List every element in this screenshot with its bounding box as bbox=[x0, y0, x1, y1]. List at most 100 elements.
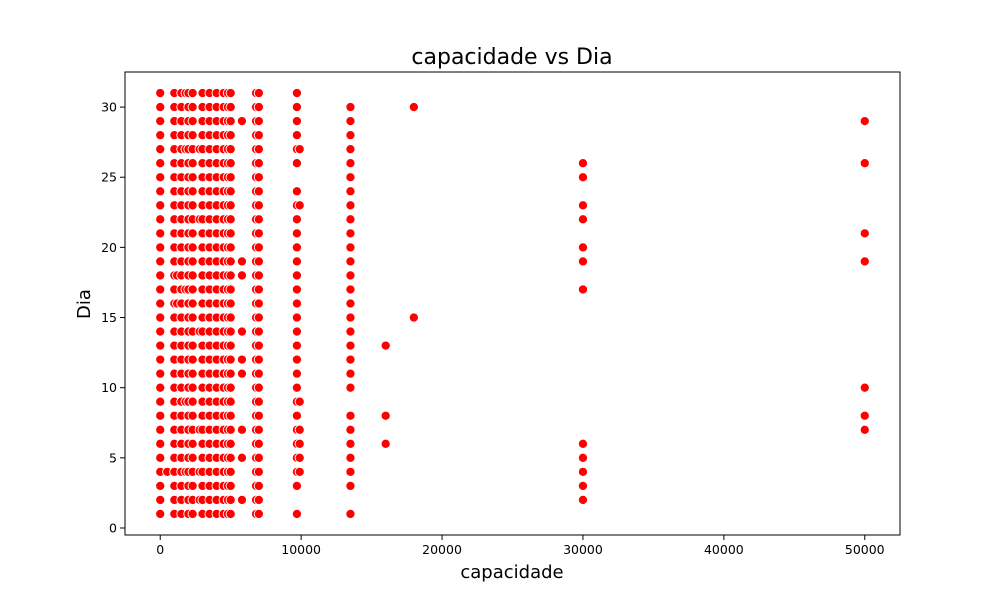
data-point bbox=[345, 480, 356, 491]
data-point bbox=[155, 424, 166, 435]
data-point bbox=[236, 116, 248, 127]
data-point bbox=[155, 312, 166, 323]
data-point bbox=[253, 102, 264, 113]
data-point bbox=[155, 438, 166, 449]
data-point bbox=[155, 172, 166, 183]
data-point bbox=[155, 452, 166, 463]
data-point bbox=[236, 424, 248, 435]
data-point bbox=[291, 312, 302, 323]
data-point bbox=[155, 508, 166, 520]
data-point bbox=[291, 326, 302, 337]
data-point bbox=[345, 466, 356, 477]
data-point bbox=[380, 438, 391, 449]
data-point bbox=[345, 312, 356, 323]
data-point bbox=[345, 214, 356, 225]
x-tick-label: 50000 bbox=[845, 542, 885, 557]
data-point bbox=[291, 298, 302, 309]
data-point bbox=[187, 452, 198, 463]
data-point bbox=[253, 256, 264, 267]
data-point bbox=[345, 326, 356, 337]
data-point bbox=[225, 214, 236, 225]
data-point bbox=[345, 144, 356, 155]
data-point bbox=[155, 242, 166, 253]
data-point bbox=[155, 340, 166, 351]
data-point bbox=[294, 396, 305, 407]
data-point bbox=[253, 228, 264, 239]
data-point bbox=[187, 228, 198, 239]
data-point bbox=[577, 172, 589, 183]
data-point bbox=[291, 102, 302, 113]
data-point bbox=[408, 102, 419, 113]
data-point bbox=[253, 508, 264, 520]
data-point bbox=[225, 424, 236, 435]
data-point bbox=[187, 382, 198, 393]
data-point bbox=[225, 480, 236, 491]
plot-area-frame bbox=[124, 71, 901, 536]
data-point bbox=[225, 410, 236, 421]
data-point bbox=[859, 382, 870, 393]
data-point bbox=[345, 452, 356, 463]
data-point bbox=[253, 480, 264, 491]
data-point bbox=[225, 382, 236, 393]
data-point bbox=[294, 200, 305, 211]
y-tick-label: 25 bbox=[101, 170, 117, 185]
data-point bbox=[253, 144, 264, 155]
data-point bbox=[187, 396, 198, 407]
data-point bbox=[253, 326, 264, 337]
data-point bbox=[253, 270, 264, 281]
data-point bbox=[187, 298, 198, 309]
data-point bbox=[187, 438, 198, 449]
x-tick-label: 10000 bbox=[281, 542, 321, 557]
data-point bbox=[577, 214, 589, 225]
x-tick-label: 20000 bbox=[422, 542, 462, 557]
data-point bbox=[345, 116, 356, 127]
data-point bbox=[577, 480, 589, 491]
data-point bbox=[187, 186, 198, 197]
data-point bbox=[345, 438, 356, 449]
data-point bbox=[345, 298, 356, 309]
y-tick-label: 0 bbox=[109, 520, 117, 535]
data-point bbox=[253, 186, 264, 197]
data-point bbox=[187, 158, 198, 169]
data-point bbox=[155, 200, 166, 211]
data-point bbox=[577, 284, 589, 295]
data-point bbox=[253, 172, 264, 183]
data-point bbox=[345, 368, 356, 379]
data-point bbox=[225, 130, 236, 141]
data-point bbox=[155, 102, 166, 113]
data-point bbox=[253, 116, 264, 127]
data-point bbox=[225, 284, 236, 295]
data-point bbox=[225, 312, 236, 323]
data-point bbox=[225, 186, 236, 197]
data-point bbox=[187, 354, 198, 365]
data-point bbox=[253, 87, 264, 99]
data-point bbox=[345, 256, 356, 267]
data-point bbox=[380, 410, 391, 421]
data-point bbox=[345, 508, 356, 520]
data-point bbox=[253, 130, 264, 141]
data-point bbox=[577, 466, 589, 477]
data-point bbox=[294, 424, 305, 435]
data-point bbox=[253, 452, 264, 463]
data-point bbox=[236, 368, 248, 379]
data-point bbox=[187, 256, 198, 267]
data-point bbox=[291, 186, 302, 197]
data-point bbox=[187, 340, 198, 351]
data-point bbox=[225, 158, 236, 169]
data-point bbox=[291, 410, 302, 421]
data-point bbox=[155, 494, 166, 505]
data-point bbox=[225, 228, 236, 239]
data-point bbox=[294, 452, 305, 463]
data-point bbox=[291, 480, 302, 491]
data-point bbox=[408, 312, 419, 323]
data-point bbox=[155, 326, 166, 337]
x-tick-label: 40000 bbox=[704, 542, 744, 557]
data-point bbox=[225, 466, 236, 477]
data-point bbox=[187, 102, 198, 113]
data-point bbox=[345, 340, 356, 351]
data-point bbox=[859, 228, 870, 239]
data-point bbox=[225, 298, 236, 309]
data-point bbox=[155, 368, 166, 379]
data-point bbox=[225, 354, 236, 365]
